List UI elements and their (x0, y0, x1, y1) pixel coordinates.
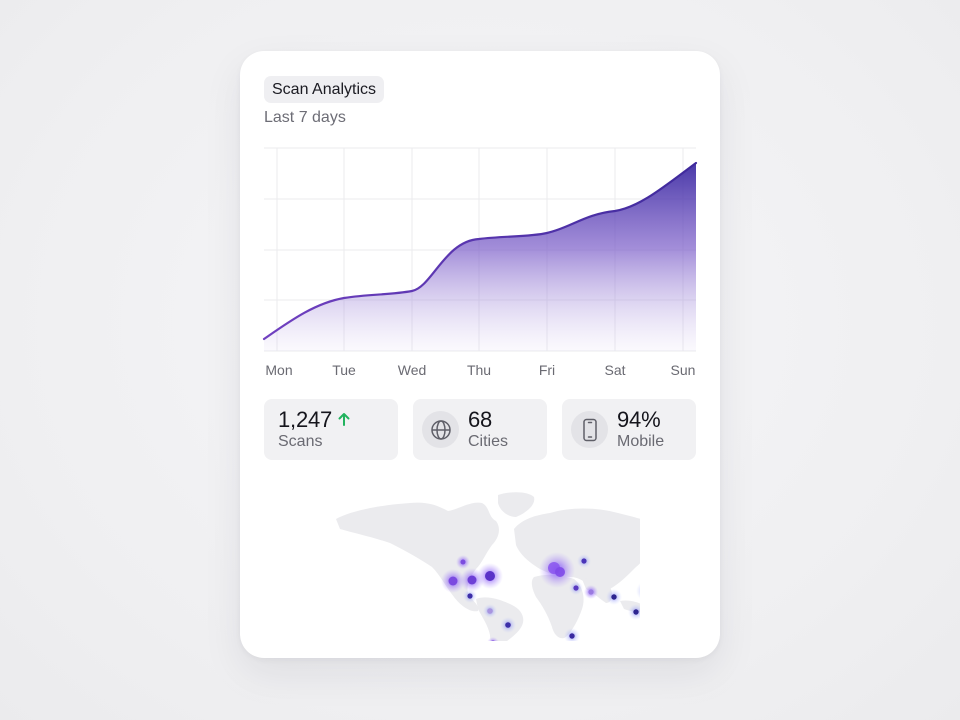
stat-mobile: 94% Mobile (562, 399, 696, 460)
map-hotspots (441, 552, 640, 641)
hotspot-south-africa (569, 633, 575, 639)
x-axis-label-sun: Sun (670, 362, 696, 378)
x-axis-label-thu: Thu (466, 362, 492, 378)
date-range-label: Last 7 days (264, 109, 346, 126)
x-axis-label-mon: Mon (265, 362, 293, 378)
stat-scans-label: Scans (278, 433, 323, 450)
hotspot-na-central (467, 575, 477, 585)
smartphone-icon (582, 418, 597, 441)
hotspot-canada (460, 559, 466, 565)
hotspot-europe (555, 567, 565, 577)
hotspot-se-asia (633, 609, 639, 615)
scans-area-chart (262, 147, 698, 352)
x-axis-label-sat: Sat (604, 362, 626, 378)
hotspot-mexico (467, 593, 473, 599)
x-axis-label-fri: Fri (538, 362, 556, 378)
hotspot-egypt (573, 585, 579, 591)
hotspot-brazil (505, 622, 511, 628)
hotspot-na-west (448, 576, 458, 586)
globe-icon (430, 419, 451, 440)
stat-cities: 68 Cities (413, 399, 547, 460)
stat-mobile-value: 94% (617, 407, 661, 432)
hotspot-india (611, 594, 617, 600)
hotspot-middle-east (588, 589, 594, 595)
smartphone-icon-badge (571, 411, 608, 448)
globe-icon-badge (422, 411, 459, 448)
hotspot-argentina (491, 640, 495, 641)
stat-cities-label: Cities (468, 433, 509, 450)
world-map (336, 492, 640, 641)
stat-scans-value: 1,247 (278, 407, 333, 432)
chart-area-fill (264, 163, 696, 351)
hotspot-russia (581, 558, 587, 564)
stat-scans: 1,247 Scans (264, 399, 398, 460)
card-title: Scan Analytics (264, 76, 385, 103)
hotspot-colombia (487, 608, 493, 614)
scan-analytics-card: Scan Analytics Last 7 days (240, 51, 720, 658)
stat-mobile-label: Mobile (617, 433, 665, 450)
stat-cities-value: 68 (468, 407, 493, 432)
chart-line (262, 161, 698, 341)
x-axis-label-tue: Tue (332, 362, 356, 378)
trend-up-arrow-icon (338, 413, 350, 426)
x-axis-label-wed: Wed (397, 362, 427, 378)
hotspot-na-east (485, 571, 495, 581)
